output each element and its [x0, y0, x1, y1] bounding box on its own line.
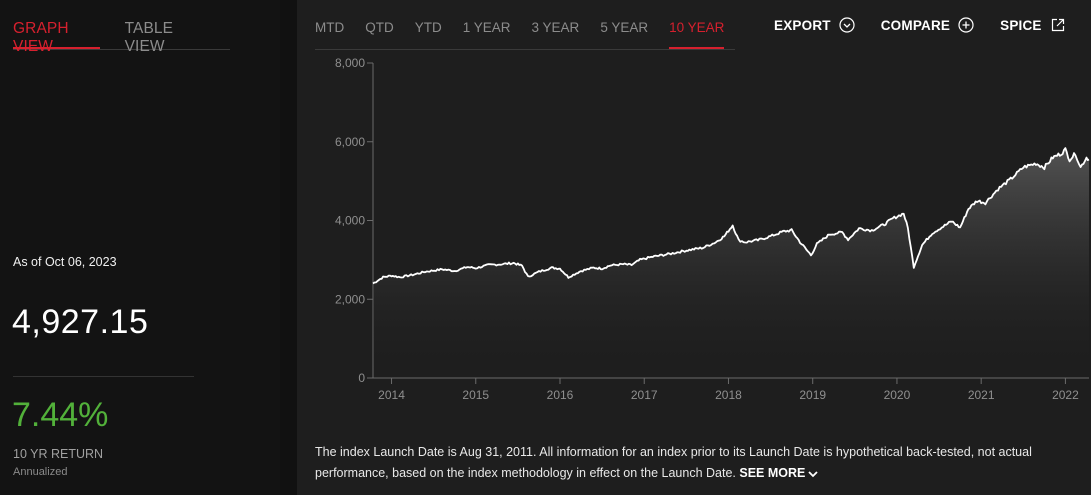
- summary-panel: GRAPH VIEW TABLE VIEW As of Oct 06, 2023…: [0, 0, 280, 495]
- y-tick-label: 4,000: [335, 214, 365, 228]
- plus-circle-icon: [958, 17, 974, 33]
- tab-1-year[interactable]: 1 YEAR: [462, 20, 511, 35]
- return-value: 7.44%: [12, 396, 109, 434]
- tab-table-view[interactable]: TABLE VIEW: [124, 20, 174, 55]
- launch-date-note: The index Launch Date is Aug 31, 2011. A…: [315, 442, 1065, 484]
- x-tick-label: 2020: [884, 388, 911, 402]
- index-level: 4,927.15: [12, 303, 149, 341]
- note-text: The index Launch Date is Aug 31, 2011. A…: [315, 445, 1032, 480]
- external-link-icon: [1051, 18, 1064, 32]
- index-chart[interactable]: 0 2,000 4,000 6,000 8,000 2014 2015 2016 2017 20…: [297, 52, 1091, 412]
- y-tick-label: 8,000: [335, 56, 365, 70]
- view-tabs: GRAPH VIEW TABLE VIEW: [13, 20, 230, 55]
- tab-qtd[interactable]: QTD: [365, 20, 394, 35]
- x-tick-label: 2021: [968, 388, 995, 402]
- compare-label: COMPARE: [880, 17, 951, 33]
- x-tick-label: 2019: [799, 388, 826, 402]
- tab-graph-view[interactable]: GRAPH VIEW: [13, 20, 100, 55]
- return-sublabel: Annualized: [13, 466, 68, 478]
- export-button[interactable]: EXPORT: [774, 17, 855, 33]
- compare-button[interactable]: COMPARE: [881, 17, 974, 33]
- x-tick-label: 2018: [715, 388, 742, 402]
- chevron-circle-down-icon: [839, 17, 855, 33]
- as-of-date: As of Oct 06, 2023: [13, 255, 117, 269]
- y-tick-label: 6,000: [335, 135, 365, 149]
- y-tick-label: 2,000: [335, 292, 365, 306]
- x-tick-label: 2022: [1052, 388, 1079, 402]
- chart-actions: EXPORT COMPARE SPICE: [774, 17, 1066, 33]
- x-tick-label: 2017: [631, 388, 658, 402]
- chart-panel: MTD QTD YTD 1 YEAR 3 YEAR 5 YEAR 10 YEAR…: [297, 0, 1091, 495]
- y-tick-label: 0: [358, 371, 365, 385]
- x-tick-label: 2015: [462, 388, 489, 402]
- x-tick-label: 2016: [547, 388, 574, 402]
- return-label: 10 YR RETURN: [13, 447, 104, 461]
- chart-area: [373, 148, 1089, 378]
- tab-mtd[interactable]: MTD: [315, 20, 345, 35]
- export-label: EXPORT: [774, 17, 831, 33]
- tab-10-year[interactable]: 10 YEAR: [669, 20, 725, 49]
- spice-link[interactable]: SPICE: [1000, 17, 1066, 33]
- x-tick-label: 2014: [378, 388, 405, 402]
- tab-3-year[interactable]: 3 YEAR: [531, 20, 580, 35]
- see-more-label: SEE MORE: [739, 466, 806, 480]
- chart-line: [372, 147, 1090, 285]
- tab-5-year[interactable]: 5 YEAR: [600, 20, 649, 35]
- period-tabs: MTD QTD YTD 1 YEAR 3 YEAR 5 YEAR 10 YEAR: [315, 20, 735, 50]
- chevron-down-icon: [808, 471, 819, 477]
- see-more-link[interactable]: SEE MORE: [739, 466, 819, 480]
- spice-label: SPICE: [1000, 17, 1042, 33]
- divider: [13, 376, 194, 377]
- tab-ytd[interactable]: YTD: [414, 20, 442, 35]
